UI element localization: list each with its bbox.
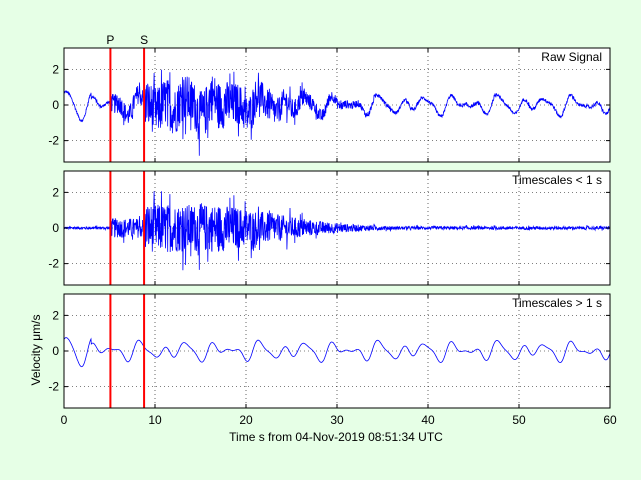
x-tick-label: 60 — [603, 413, 617, 427]
x-axis-label: Time s from 04-Nov-2019 08:51:34 UTC — [229, 430, 443, 444]
panel-title: Timescales < 1 s — [512, 173, 602, 187]
y-tick-label: 2 — [52, 62, 59, 76]
y-tick-label: 0 — [52, 344, 59, 358]
panel-title: Timescales > 1 s — [512, 296, 602, 310]
panel-2: -2 0 2 Timescales < 1 s — [48, 170, 611, 286]
y-tick-label: 2 — [52, 185, 59, 199]
phase-label-p: P — [106, 33, 114, 47]
y-tick-label: 0 — [52, 98, 59, 112]
x-tick-label: 40 — [421, 413, 435, 427]
y-tick-label: 0 — [52, 221, 59, 235]
y-tick-label: -2 — [48, 134, 59, 148]
y-tick-label: -2 — [48, 380, 59, 394]
signal-trace — [64, 191, 611, 271]
panel-title: Raw Signal — [541, 50, 602, 64]
signal-trace — [63, 337, 611, 368]
y-axis-label: Velocity μm/s — [29, 315, 43, 386]
phase-label-s: S — [140, 33, 148, 47]
y-tick-label: 2 — [52, 308, 59, 322]
y-tick-label: -2 — [48, 257, 59, 271]
x-tick-label: 0 — [61, 413, 68, 427]
panel-1: P S -2 0 2 Raw Signal — [48, 33, 611, 163]
signal-trace — [63, 69, 611, 156]
x-tick-label: 10 — [148, 413, 162, 427]
x-tick-label: 20 — [239, 413, 253, 427]
x-tick-label: 30 — [330, 413, 344, 427]
x-tick-label: 50 — [512, 413, 526, 427]
